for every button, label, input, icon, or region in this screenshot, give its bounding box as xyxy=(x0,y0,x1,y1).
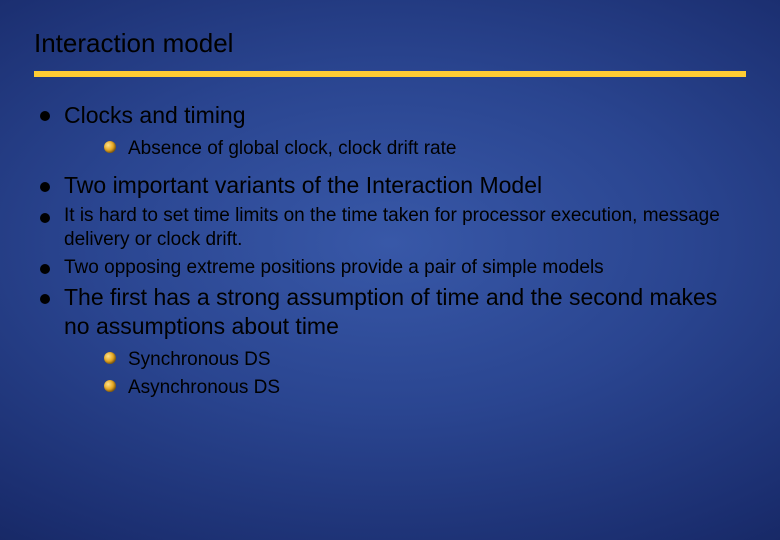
sub-list-item-text: Absence of global clock, clock drift rat… xyxy=(128,138,456,159)
list-item: Clocks and timing Absence of global cloc… xyxy=(40,101,746,161)
list-item-text: The first has a strong assumption of tim… xyxy=(64,284,717,339)
list-item-text: Two important variants of the Interactio… xyxy=(64,172,542,198)
slide-title: Interaction model xyxy=(34,28,746,59)
sub-list-item: Synchronous DS xyxy=(104,347,746,373)
sub-list: Synchronous DS Asynchronous DS xyxy=(64,347,746,400)
list-item-text: Two opposing extreme positions provide a… xyxy=(64,257,604,278)
list-item: The first has a strong assumption of tim… xyxy=(40,283,746,400)
sub-list-item-text: Asynchronous DS xyxy=(128,377,280,398)
sub-list-item: Absence of global clock, clock drift rat… xyxy=(104,136,746,162)
list-item-text: It is hard to set time limits on the tim… xyxy=(64,205,720,250)
list-item: Two opposing extreme positions provide a… xyxy=(40,256,746,280)
list-item: Two important variants of the Interactio… xyxy=(40,171,746,200)
sub-list-item-text: Synchronous DS xyxy=(128,349,271,370)
slide: Interaction model Clocks and timing Abse… xyxy=(0,0,780,540)
sub-list-item: Asynchronous DS xyxy=(104,375,746,401)
title-underline xyxy=(34,71,746,77)
list-item-text: Clocks and timing xyxy=(64,102,246,128)
list-item: It is hard to set time limits on the tim… xyxy=(40,204,746,252)
bullet-list: Clocks and timing Absence of global cloc… xyxy=(34,101,746,400)
sub-list: Absence of global clock, clock drift rat… xyxy=(64,136,746,162)
